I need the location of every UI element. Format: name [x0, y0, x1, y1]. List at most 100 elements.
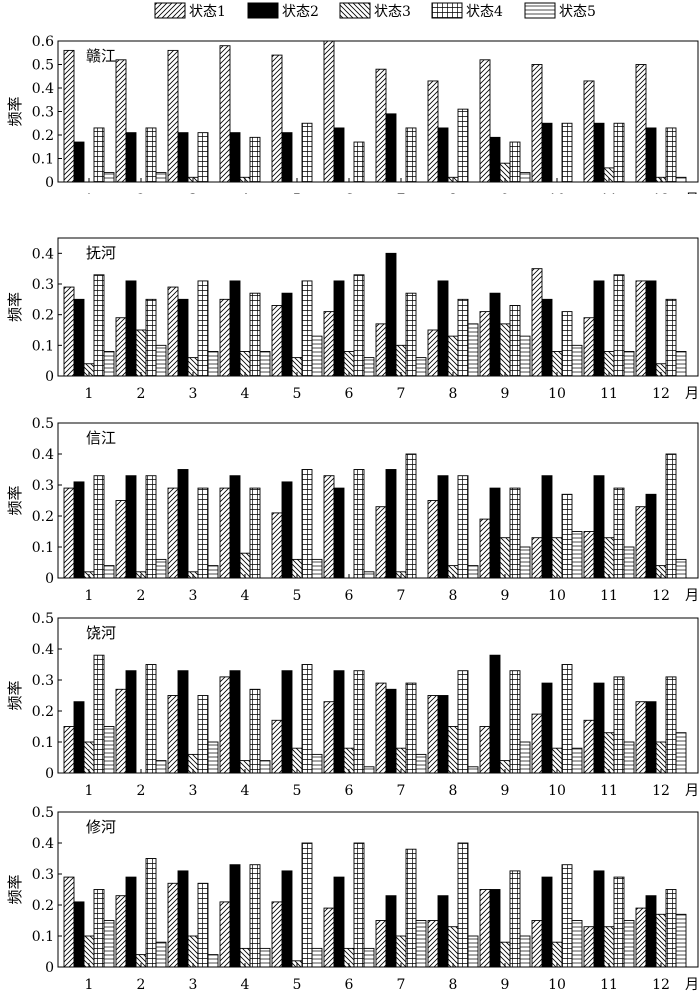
bar-3-11: [603, 537, 615, 579]
bar-2-2: [125, 280, 137, 377]
x-axis-unit: 月: [685, 386, 699, 402]
bar-5-3: [207, 351, 219, 377]
bar-1-1: [63, 487, 75, 579]
bar-1-6: [323, 475, 335, 579]
y-tick-label: 0.2: [32, 308, 54, 324]
panel-title: 修河: [86, 818, 116, 836]
bar-4-1: [93, 654, 105, 774]
bar-5-11: [623, 741, 635, 774]
bar-2-6: [333, 670, 345, 774]
bar-5-3: [207, 565, 219, 579]
x-tick-label: 8: [449, 783, 458, 799]
x-tick-label: 1: [85, 588, 94, 604]
bar-1-10: [531, 920, 543, 968]
bar-1-5: [271, 512, 283, 579]
y-tick-label: 0.5: [32, 58, 54, 74]
legend-swatch-4: [431, 2, 463, 19]
bar-2-1: [73, 701, 85, 774]
y-tick-label: 0.3: [32, 478, 54, 494]
bar-5-12: [675, 913, 687, 968]
bar-1-3: [167, 49, 179, 183]
bar-1-6: [323, 907, 335, 968]
x-tick-label: 7: [397, 783, 406, 799]
bar-1-10: [531, 64, 543, 183]
bar-3-12: [655, 913, 667, 968]
x-tick-label: 1: [85, 192, 94, 194]
panel-title: 赣江: [86, 47, 116, 65]
panel-title: 饶河: [86, 624, 116, 642]
bar-4-8: [457, 670, 469, 774]
x-tick-label: 1: [85, 783, 94, 799]
bar-4-9: [509, 487, 521, 579]
bar-1-6: [323, 311, 335, 377]
x-tick-label: 4: [241, 783, 250, 799]
y-axis-label: 频率: [6, 292, 24, 322]
bar-4-6: [353, 842, 365, 968]
bar-2-11: [593, 682, 605, 774]
bar-4-11: [613, 122, 625, 183]
x-tick-label: 4: [241, 192, 250, 194]
y-axis-label: 频率: [6, 96, 24, 126]
bar-5-3: [207, 954, 219, 968]
bar-1-8: [427, 80, 439, 183]
bar-2-1: [73, 481, 85, 579]
bar-2-2: [125, 475, 137, 579]
bar-4-11: [613, 274, 625, 377]
bar-4-12: [665, 298, 677, 377]
bar-2-3: [177, 298, 189, 377]
bar-1-9: [479, 726, 491, 774]
bar-2-12: [645, 701, 657, 774]
bar-2-6: [333, 876, 345, 968]
bar-5-10: [571, 344, 583, 377]
bar-1-1: [63, 726, 75, 774]
bar-4-7: [405, 127, 417, 183]
bar-2-11: [593, 475, 605, 579]
y-tick-label: 0.3: [32, 673, 54, 689]
bar-2-9: [489, 889, 501, 968]
bar-2-12: [645, 493, 657, 579]
x-tick-label: 11: [600, 783, 618, 799]
bar-4-12: [665, 676, 677, 774]
x-tick-label: 5: [293, 977, 302, 993]
bar-5-2: [155, 344, 167, 377]
bar-1-11: [583, 926, 595, 968]
bar-5-7: [415, 920, 427, 968]
x-tick-label: 6: [345, 386, 354, 402]
bar-5-1: [103, 172, 115, 183]
bar-1-2: [115, 500, 127, 579]
bar-1-11: [583, 80, 595, 183]
bar-4-5: [301, 664, 313, 774]
bar-5-10: [571, 531, 583, 579]
bar-5-5: [311, 335, 323, 377]
bar-4-1: [93, 274, 105, 377]
bar-4-8: [457, 298, 469, 377]
bar-2-4: [229, 864, 241, 968]
bar-4-3: [197, 882, 209, 968]
bar-2-5: [281, 292, 293, 377]
x-tick-label: 10: [548, 386, 566, 402]
bar-5-12: [675, 558, 687, 579]
bar-2-7: [385, 252, 397, 377]
bar-2-7: [385, 113, 397, 183]
x-tick-label: 2: [137, 386, 146, 402]
bar-2-4: [229, 280, 241, 377]
bar-2-3: [177, 132, 189, 183]
bar-1-3: [167, 882, 179, 968]
bar-5-1: [103, 351, 115, 377]
x-tick-label: 1: [85, 977, 94, 993]
y-tick-label: 0.4: [32, 447, 54, 463]
bar-1-2: [115, 688, 127, 774]
legend-label-2: 状态2: [282, 4, 319, 20]
x-tick-label: 11: [600, 977, 618, 993]
bar-2-12: [645, 280, 657, 377]
bar-5-4: [259, 760, 271, 774]
bar-2-3: [177, 469, 189, 579]
bar-5-6: [363, 357, 375, 377]
bar-5-2: [155, 760, 167, 774]
y-tick-label: 0.2: [32, 704, 54, 720]
bar-3-11: [603, 732, 615, 774]
bar-5-12: [675, 176, 687, 183]
